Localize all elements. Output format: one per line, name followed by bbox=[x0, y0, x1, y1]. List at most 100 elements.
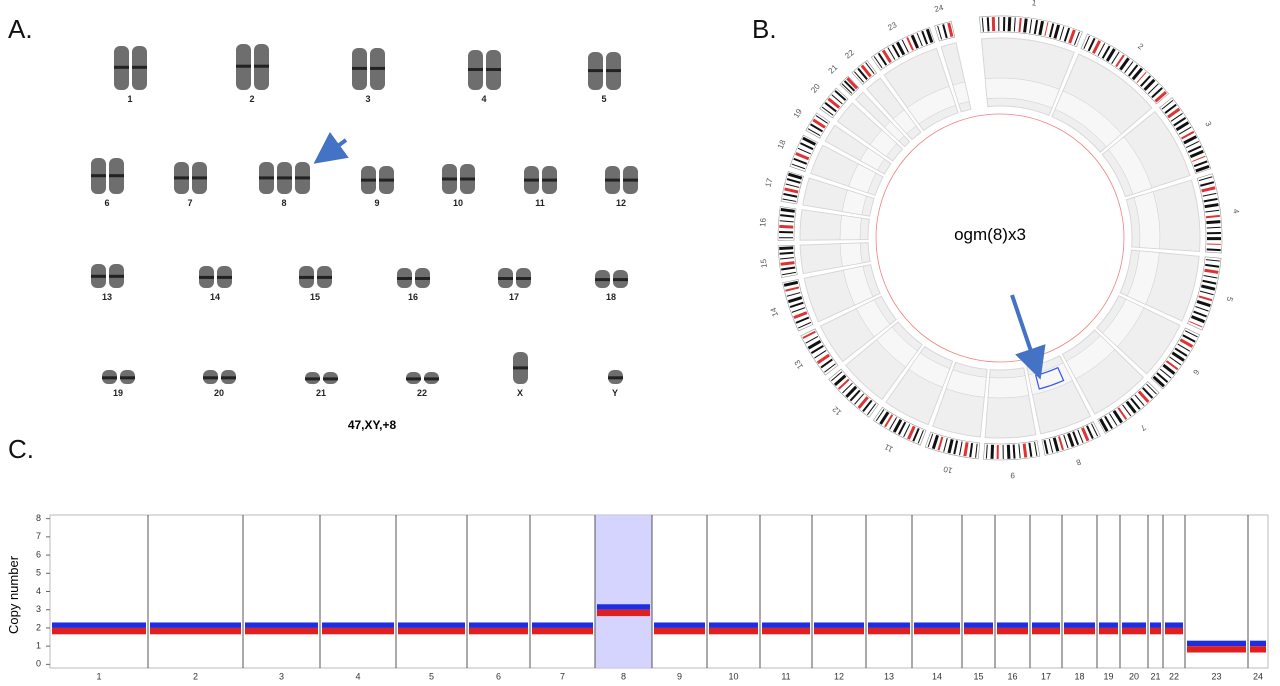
ideogram-band bbox=[931, 434, 939, 450]
chromosome-band bbox=[174, 176, 189, 180]
circos-center-text: ogm(8)x3 bbox=[954, 225, 1026, 244]
chromosome-band bbox=[468, 68, 483, 71]
ideogram-band bbox=[1104, 415, 1113, 429]
ideogram-band bbox=[927, 433, 934, 448]
ideogram-band bbox=[786, 292, 801, 297]
x-tick-label: 2 bbox=[193, 671, 198, 681]
ideogram-band bbox=[783, 192, 798, 198]
copy-number-lower bbox=[597, 609, 650, 617]
ideogram-band bbox=[841, 83, 853, 94]
chromosome-band bbox=[114, 65, 129, 69]
chromosome-label: 9 bbox=[374, 198, 379, 208]
ideogram-band bbox=[1101, 45, 1111, 59]
ideogram-band bbox=[865, 62, 875, 74]
ideogram-band bbox=[1192, 155, 1206, 162]
copy-number-upper bbox=[532, 622, 593, 628]
ideogram-band bbox=[969, 442, 974, 458]
ideogram-band bbox=[917, 430, 924, 444]
chromosome-band bbox=[192, 176, 207, 180]
ideogram-band bbox=[779, 257, 794, 260]
ideogram-band bbox=[1136, 71, 1147, 84]
ideogram-band bbox=[824, 363, 836, 373]
copy-number-lower bbox=[709, 627, 758, 635]
x-tick-label: 17 bbox=[1041, 671, 1051, 681]
copy-number-lower bbox=[1250, 646, 1266, 653]
ideogram-band bbox=[789, 301, 804, 308]
ideogram-band bbox=[833, 374, 847, 387]
ideogram-band bbox=[1048, 23, 1055, 38]
copy-number-upper bbox=[762, 622, 810, 628]
ideogram-band bbox=[1174, 347, 1188, 357]
highlight bbox=[595, 515, 652, 668]
circos-segment-label: 10 bbox=[942, 464, 953, 475]
ideogram-band bbox=[857, 67, 868, 80]
ideogram-band bbox=[1013, 17, 1016, 32]
ideogram-band bbox=[785, 183, 800, 188]
y-tick-label: 3 bbox=[36, 604, 41, 614]
chromosome-label: 15 bbox=[310, 292, 320, 302]
ideogram-band bbox=[1204, 268, 1219, 274]
ideogram-band bbox=[981, 17, 984, 32]
chromosome-band bbox=[486, 68, 501, 71]
ideogram-band bbox=[1097, 43, 1106, 56]
ideogram-band bbox=[1048, 438, 1054, 453]
copy-number-upper bbox=[1122, 622, 1146, 628]
ideogram-band bbox=[901, 39, 909, 53]
ideogram-band bbox=[1206, 220, 1221, 225]
ideogram-band bbox=[793, 311, 808, 320]
ideogram-band bbox=[814, 350, 827, 359]
ideogram-band bbox=[1202, 279, 1217, 285]
copy-number-upper bbox=[322, 622, 394, 628]
ideogram-band bbox=[986, 17, 990, 32]
ideogram-band bbox=[1173, 117, 1187, 127]
chromosome-band bbox=[132, 65, 147, 69]
copy-number-upper bbox=[914, 622, 960, 628]
chromosome-label: 21 bbox=[316, 388, 326, 398]
ideogram-band bbox=[843, 80, 856, 92]
ideogram-band bbox=[1052, 437, 1060, 452]
ideogram-band bbox=[1067, 432, 1075, 448]
chromosome-band bbox=[397, 277, 412, 280]
circos-track bbox=[984, 77, 1060, 109]
ideogram-band bbox=[797, 147, 812, 155]
circos-track bbox=[1054, 90, 1122, 148]
ideogram-band bbox=[1115, 54, 1125, 68]
ideogram-band bbox=[1170, 112, 1183, 122]
ideogram-band bbox=[1206, 248, 1221, 252]
copy-number-lower bbox=[868, 627, 910, 635]
y-axis-label: Copy number bbox=[6, 555, 21, 634]
circos-segment-label: 6 bbox=[1191, 368, 1201, 377]
ideogram-band bbox=[1147, 83, 1159, 94]
chromosome-label: 11 bbox=[535, 198, 545, 208]
ideogram-band bbox=[812, 118, 826, 129]
circos-segment-label: 14 bbox=[769, 306, 781, 318]
ideogram-band bbox=[787, 296, 803, 304]
ideogram-band bbox=[781, 266, 796, 271]
circos-track bbox=[1127, 250, 1160, 305]
copy-number-upper bbox=[1064, 622, 1095, 628]
chromosome-band bbox=[370, 66, 385, 70]
ideogram-band bbox=[1193, 310, 1207, 318]
circos-ideogram bbox=[979, 15, 1083, 48]
copy-number-upper bbox=[398, 622, 465, 628]
chromosome-band bbox=[91, 174, 106, 178]
ideogram-band bbox=[1195, 306, 1209, 312]
copy-number-lower bbox=[1032, 627, 1060, 635]
circos-track bbox=[869, 129, 898, 157]
ideogram-band bbox=[1161, 99, 1174, 110]
ideogram-band bbox=[1018, 17, 1022, 33]
ideogram-band bbox=[1205, 209, 1220, 213]
ideogram-band bbox=[1083, 35, 1090, 49]
x-tick-label: 9 bbox=[677, 671, 682, 681]
chromosome-label: 8 bbox=[281, 198, 286, 208]
circos-track bbox=[952, 81, 970, 105]
copy-number-upper bbox=[150, 622, 241, 628]
circos-track bbox=[892, 109, 917, 135]
circos-segment-label: 17 bbox=[764, 177, 775, 188]
circos-segment-label: 22 bbox=[843, 48, 856, 61]
y-tick-label: 4 bbox=[36, 586, 41, 596]
copy-number-lower bbox=[1122, 627, 1146, 635]
circos-segment-label: 7 bbox=[1138, 423, 1147, 433]
panel-label: C. bbox=[8, 434, 34, 464]
